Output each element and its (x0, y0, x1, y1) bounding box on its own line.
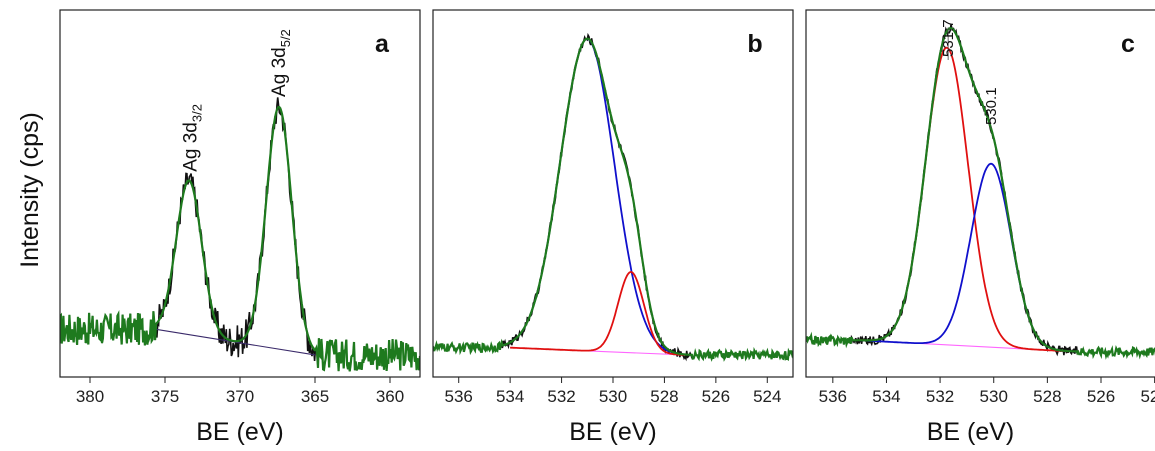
x-tick-label: 528 (650, 387, 678, 406)
y-axis-label: Intensity (cps) (16, 112, 44, 268)
panel-b: 536 534 532 530 528 526 524 BE (eV) b (432, 9, 794, 446)
x-tick-label: 370 (226, 387, 254, 406)
panel-letter: b (747, 30, 762, 58)
envelope-fit-line (60, 105, 420, 372)
component-peak-1 (859, 46, 1069, 353)
peak-annotation-text: Ag 3d (181, 122, 202, 172)
x-tick-label: 528 (1033, 387, 1061, 406)
plot-area (60, 97, 420, 372)
x-axis-title: BE (eV) (196, 418, 284, 446)
x-tick-label: 534 (496, 387, 524, 406)
plot-area (433, 32, 793, 362)
peak-annotation: Ag 3d5/2 (269, 29, 293, 97)
x-axis-title: BE (eV) (569, 418, 657, 446)
x-tick-label: 526 (1087, 387, 1115, 406)
component-peak-2 (859, 162, 1069, 353)
plot-area (806, 24, 1155, 360)
x-tick-label: 536 (445, 387, 473, 406)
peak-annotation-subscript: 3/2 (190, 104, 205, 122)
peak-annotation-text: Ag 3d (269, 47, 290, 97)
component-peak-1 (509, 38, 686, 356)
panel-letter: c (1121, 30, 1135, 58)
peak-annotation: 531.7 (940, 19, 957, 57)
peak-annotation-subscript: 5/2 (278, 29, 293, 47)
x-tick-label: 365 (301, 387, 329, 406)
raw-data-line (433, 32, 793, 362)
x-tick-label: 526 (702, 387, 730, 406)
x-tick-label: 524 (753, 387, 781, 406)
plot-frame (59, 9, 421, 378)
x-tick-label: 524 (1140, 387, 1155, 406)
x-tick-label: 375 (151, 387, 179, 406)
x-tick-label: 380 (76, 387, 104, 406)
x-tick-label: 532 (547, 387, 575, 406)
x-axis-title: BE (eV) (927, 418, 1015, 446)
x-tick-label: 360 (376, 387, 404, 406)
panel-letter: a (375, 30, 390, 58)
envelope-fit-line (806, 27, 1155, 360)
envelope-fit-line (433, 37, 793, 362)
peak-annotation: Ag 3d3/2 (181, 104, 205, 172)
x-tick-label: 530 (599, 387, 627, 406)
x-tick-label: 532 (926, 387, 954, 406)
x-tick-label: 534 (872, 387, 900, 406)
component-peak-2 (510, 271, 686, 356)
x-tick-label: 536 (819, 387, 847, 406)
plot-frame (805, 9, 1155, 378)
peak-annotation: 530.1 (983, 87, 1000, 125)
panel-c: 536 534 532 530 528 526 524 BE (eV) c 531.7 530.1 (805, 9, 1155, 446)
x-tick-label: 530 (980, 387, 1008, 406)
